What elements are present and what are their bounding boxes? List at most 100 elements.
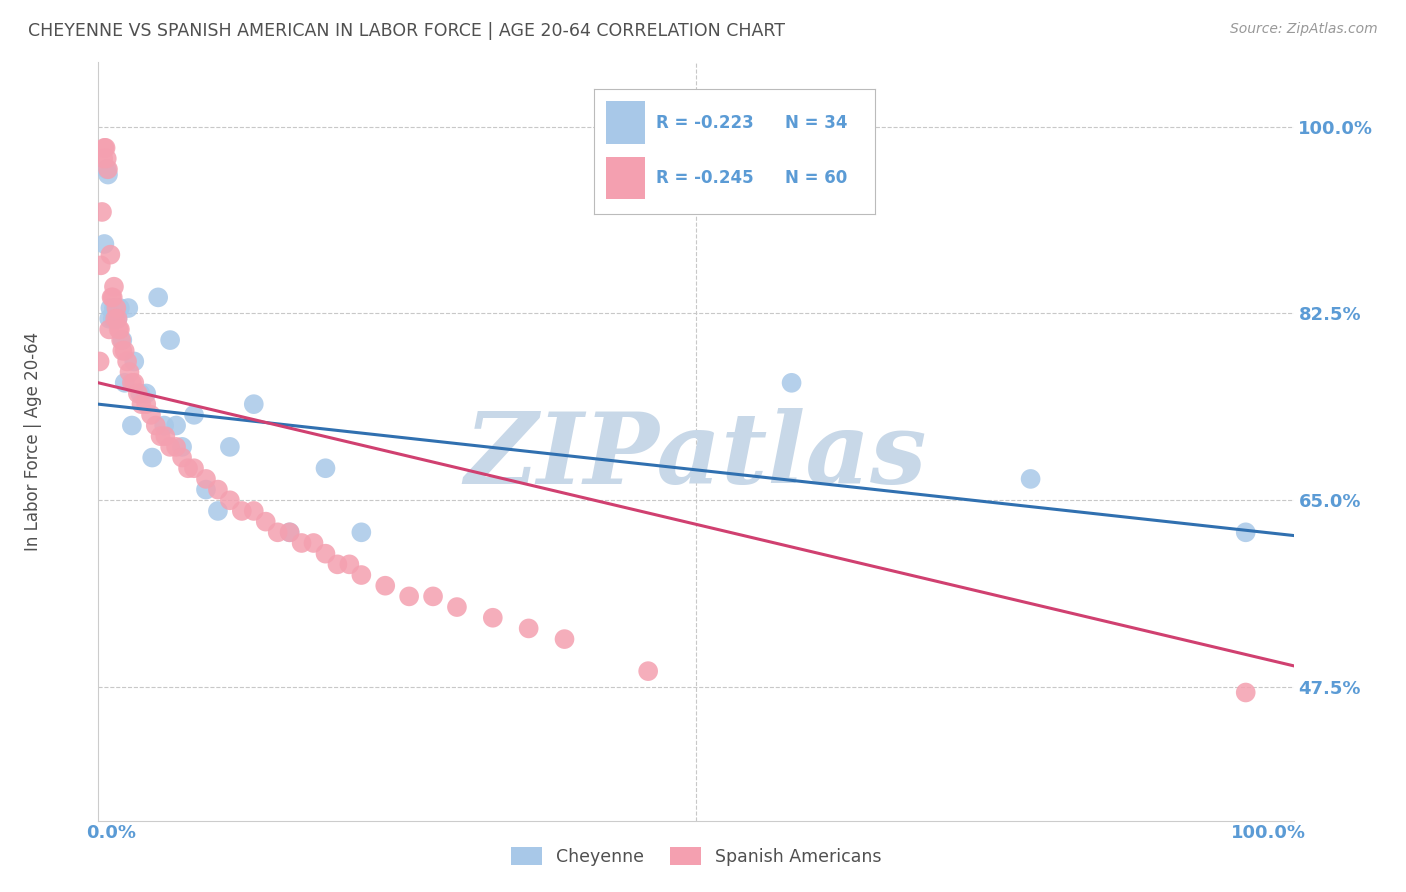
Point	[374, 579, 396, 593]
Point	[302, 536, 325, 550]
Point	[96, 162, 118, 177]
Point	[339, 558, 361, 572]
Point	[98, 247, 122, 261]
Point	[97, 168, 120, 182]
Point	[267, 525, 290, 540]
Point	[101, 290, 124, 304]
Point	[90, 258, 112, 272]
Point	[183, 408, 205, 422]
Point	[243, 504, 266, 518]
Point	[637, 664, 659, 678]
Point	[145, 418, 167, 433]
Point	[219, 440, 242, 454]
Point	[554, 632, 576, 646]
Point	[155, 429, 177, 443]
Point	[141, 450, 163, 465]
Point	[135, 397, 157, 411]
Point	[195, 483, 218, 497]
Point	[98, 301, 122, 315]
Point	[165, 418, 187, 433]
Point	[100, 290, 122, 304]
Point	[177, 461, 200, 475]
Point	[231, 504, 253, 518]
Point	[219, 493, 242, 508]
Text: ZIPatlas: ZIPatlas	[465, 409, 927, 505]
Point	[398, 590, 420, 604]
Point	[1234, 685, 1257, 699]
Point	[121, 418, 143, 433]
Point	[93, 141, 115, 155]
Point	[91, 152, 114, 166]
Point	[326, 558, 349, 572]
Point	[278, 525, 301, 540]
Point	[165, 440, 187, 454]
Point	[517, 622, 540, 636]
Point	[135, 386, 157, 401]
Point	[1234, 525, 1257, 540]
Text: 0.0%: 0.0%	[87, 824, 136, 842]
Point	[103, 279, 125, 293]
Point	[422, 590, 444, 604]
Point	[121, 376, 143, 390]
Point	[127, 386, 149, 401]
Point	[110, 333, 132, 347]
Point	[93, 237, 115, 252]
Text: 100.0%: 100.0%	[1230, 824, 1306, 842]
Point	[114, 343, 136, 358]
Point	[101, 311, 124, 326]
Point	[153, 418, 176, 433]
Point	[159, 440, 181, 454]
Point	[207, 483, 229, 497]
Point	[148, 290, 170, 304]
Point	[96, 152, 118, 166]
Text: CHEYENNE VS SPANISH AMERICAN IN LABOR FORCE | AGE 20-64 CORRELATION CHART: CHEYENNE VS SPANISH AMERICAN IN LABOR FO…	[28, 22, 785, 40]
Text: Source: ZipAtlas.com: Source: ZipAtlas.com	[1230, 22, 1378, 37]
Text: In Labor Force | Age 20-64: In Labor Force | Age 20-64	[24, 332, 42, 551]
Point	[481, 611, 505, 625]
Point	[278, 525, 301, 540]
Point	[89, 354, 111, 368]
Point	[780, 376, 803, 390]
Point	[91, 205, 114, 219]
Point	[107, 311, 129, 326]
Point	[111, 333, 134, 347]
Point	[195, 472, 218, 486]
Point	[1019, 472, 1042, 486]
Point	[139, 408, 162, 422]
Point	[108, 322, 131, 336]
Point	[104, 311, 127, 326]
Point	[117, 301, 139, 315]
Point	[98, 322, 121, 336]
Point	[105, 301, 128, 315]
Point	[446, 600, 468, 615]
Point	[350, 568, 373, 582]
Legend: Cheyenne, Spanish Americans: Cheyenne, Spanish Americans	[503, 840, 889, 872]
Point	[98, 311, 121, 326]
Point	[124, 376, 146, 390]
Point	[118, 365, 141, 379]
Point	[94, 141, 117, 155]
Point	[315, 547, 337, 561]
Point	[108, 301, 131, 315]
Point	[350, 525, 373, 540]
Point	[131, 397, 153, 411]
Point	[107, 311, 129, 326]
Point	[291, 536, 314, 550]
Point	[254, 515, 277, 529]
Point	[129, 386, 152, 401]
Point	[103, 301, 125, 315]
Point	[114, 376, 136, 390]
Point	[149, 429, 172, 443]
Point	[159, 333, 181, 347]
Point	[115, 354, 138, 368]
Point	[243, 397, 266, 411]
Point	[172, 450, 194, 465]
Point	[124, 354, 146, 368]
Point	[107, 322, 129, 336]
Point	[105, 301, 128, 315]
Point	[111, 343, 134, 358]
Point	[183, 461, 205, 475]
Point	[315, 461, 337, 475]
Point	[172, 440, 194, 454]
Point	[97, 162, 120, 177]
